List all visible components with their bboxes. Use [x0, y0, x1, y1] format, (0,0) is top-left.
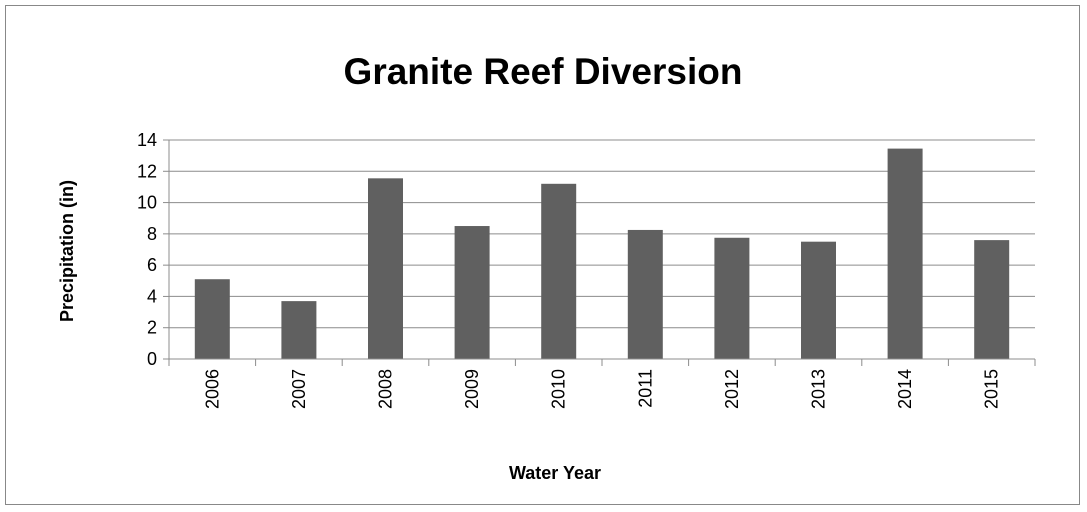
x-tick-label: 2011	[635, 369, 655, 408]
x-tick-label: 2013	[809, 369, 829, 409]
bar-2006	[194, 279, 230, 359]
bar-2009	[454, 226, 490, 359]
y-axis-label: Precipitation (in)	[57, 180, 77, 322]
bar-2008	[368, 178, 403, 359]
x-tick-label: 2009	[462, 369, 482, 409]
y-tick-label: 14	[137, 130, 157, 150]
x-tick-label: 2010	[549, 369, 569, 409]
x-tick-label: 2008	[376, 369, 396, 409]
bar-2013	[801, 241, 836, 359]
bar-2012	[714, 237, 750, 359]
x-tick-label: 2015	[982, 369, 1002, 409]
y-tick-label: 2	[147, 318, 157, 338]
y-tick-label: 4	[147, 286, 157, 306]
bar-2007	[281, 301, 317, 359]
x-tick-label: 2007	[289, 369, 309, 409]
y-tick-labels: 0 2 4 6 8 10 12 14	[137, 130, 157, 369]
bars	[194, 148, 1010, 359]
chart-title: Granite Reef Diversion	[344, 51, 743, 92]
x-tick-label: 2012	[722, 369, 742, 409]
x-tick-labels: 2006 2007 2008 2009 2010 2011 2012 2013 2014 2015	[202, 369, 1001, 409]
y-tick-label: 6	[147, 255, 157, 275]
y-tick-label: 10	[137, 193, 157, 213]
x-axis-label: Water Year	[509, 463, 601, 483]
y-tick-label: 8	[147, 224, 157, 244]
bar-2014	[887, 148, 923, 359]
y-tick-label: 0	[147, 349, 157, 369]
axes	[163, 139, 1036, 366]
y-tick-label: 12	[137, 161, 157, 181]
bar-2015	[974, 240, 1010, 359]
x-tick-label: 2014	[895, 369, 915, 409]
x-tick-label: 2006	[202, 369, 222, 409]
bar-2010	[541, 183, 577, 359]
bar-2011	[627, 229, 663, 359]
